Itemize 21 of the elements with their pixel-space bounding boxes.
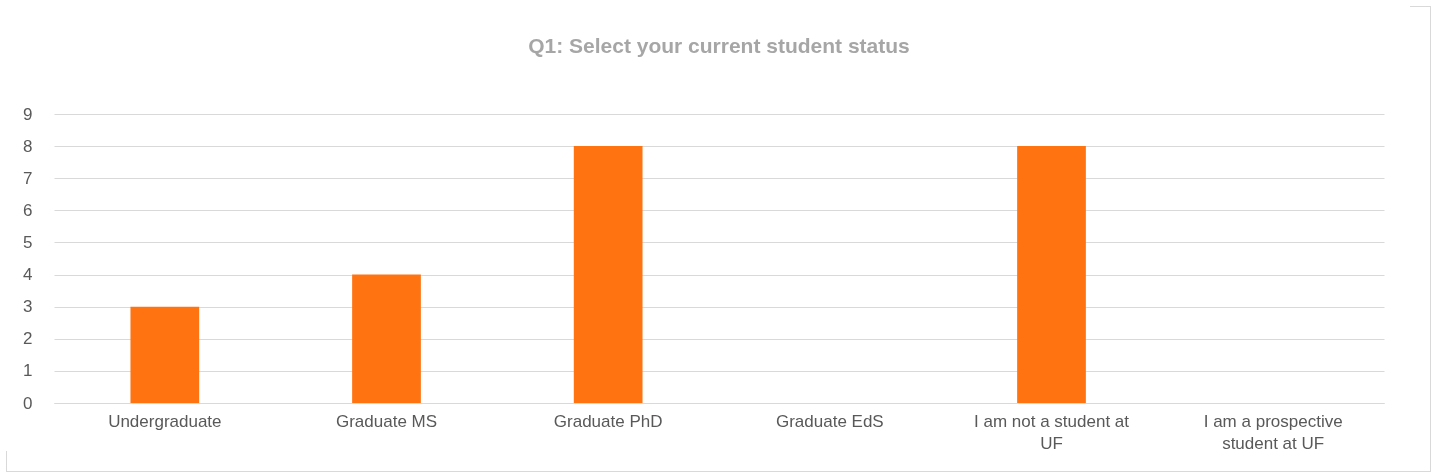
chart-title: Q1: Select your current student status [528, 34, 910, 57]
y-tick-label: 6 [23, 200, 33, 220]
y-tick-label: 4 [23, 265, 33, 285]
bar [1017, 146, 1086, 403]
x-tick-label: Undergraduate [108, 411, 222, 431]
y-tick-label: 9 [23, 104, 33, 124]
x-tick-label: Graduate EdS [775, 411, 884, 431]
y-tick-label: 7 [23, 168, 33, 188]
bar [352, 274, 421, 403]
y-tick-label: 5 [23, 232, 33, 252]
y-tick-label: 1 [23, 361, 33, 381]
x-tick-label: Graduate MS [335, 411, 438, 431]
x-tick-label: Graduate PhD [553, 411, 663, 431]
x-tick-label: I am not a student at UF [974, 411, 1130, 453]
bar [130, 306, 200, 403]
y-tick-label: 8 [23, 136, 33, 156]
y-tick-label: 3 [23, 297, 33, 317]
x-tick-label: I am a prospective student at UF [1203, 411, 1343, 453]
bar [573, 146, 643, 403]
y-tick-label: 2 [23, 329, 33, 349]
y-tick-label: 0 [23, 393, 33, 413]
